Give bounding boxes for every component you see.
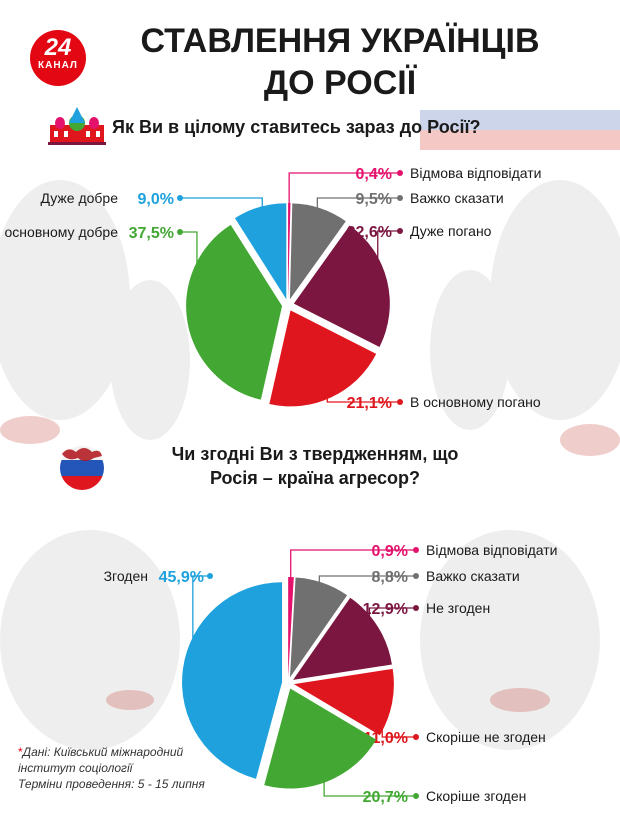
chart-2-leader-4 xyxy=(381,701,416,738)
chart-1-category-label-6: Дуже добре xyxy=(40,190,118,206)
chart-1-category-label-1: Відмова відповідати xyxy=(410,165,542,181)
chart-2-value-label-4: 11,0% xyxy=(364,730,408,747)
chart-1-slice-2 xyxy=(289,203,346,300)
chart-1-category-label-2: Важко сказати xyxy=(410,190,504,206)
chart-1-slice-5 xyxy=(186,224,283,400)
chart-1-leader-dot-3 xyxy=(397,228,403,234)
chart-2-leader-dot-3 xyxy=(413,605,419,611)
chart-2-leader-dot-4 xyxy=(413,734,419,740)
chart-2-slice-1 xyxy=(288,577,294,678)
chart-1-leader-dot-5 xyxy=(177,229,183,235)
chart-2-category-label-4: Скоріше не згоден xyxy=(426,729,546,745)
chart-2-leader-6 xyxy=(192,575,210,671)
chart-2-category-label-5: Скоріше згоден xyxy=(426,788,526,804)
chart-2-value-label-3: 12,9% xyxy=(363,601,408,618)
chart-2-category-label-2: Важко сказати xyxy=(426,568,520,584)
question-2-title: Чи згодні Ви з твердженням, що Росія – к… xyxy=(130,442,500,490)
chart-1-value-label-1: 0,4% xyxy=(356,166,392,183)
kremlin-icon xyxy=(48,107,106,145)
chart-1-leader-1 xyxy=(288,172,400,213)
chart-2-value-label-2: 8,8% xyxy=(372,569,408,586)
source-line-1: Дані: Київський міжнародний xyxy=(22,745,184,759)
question-1-title: Як Ви в цілому ставитесь зараз до Росії? xyxy=(112,117,481,137)
source-line-3: Терміни проведення: 5 - 15 липня xyxy=(18,777,205,791)
source-asterisk: * xyxy=(18,745,23,759)
chart-2-value-label-6: 45,9% xyxy=(159,569,204,586)
source-note: *Дані: Київський міжнародний інститут со… xyxy=(18,744,205,792)
chart-2-category-label-3: Не згоден xyxy=(426,600,490,616)
chart-1-slice-4 xyxy=(269,310,377,407)
chart-2-leader-dot-5 xyxy=(413,793,419,799)
chart-2-leader-dot-1 xyxy=(413,547,419,553)
logo-word: КАНАЛ xyxy=(38,60,78,71)
chart-1-category-label-4: В основному погано xyxy=(410,394,541,410)
chart-2-leader-2 xyxy=(318,575,416,593)
chart-1-leader-6 xyxy=(180,197,263,217)
chart-2-category-label-1: Відмова відповідати xyxy=(426,542,558,558)
chart-1-value-label-3: 22,6% xyxy=(347,224,392,241)
chart-1-leader-4 xyxy=(326,388,400,403)
title-line-1: СТАВЛЕННЯ УКРАЇНЦІВ xyxy=(140,22,540,60)
chart-2-slice-4 xyxy=(293,668,394,736)
page-title: СТАВЛЕННЯ УКРАЇНЦІВ ДО РОСІЇ xyxy=(110,20,570,104)
chart-1-value-label-6: 9,0% xyxy=(138,191,174,208)
chart-2-leader-3 xyxy=(368,607,416,633)
russia-flag-icon xyxy=(60,446,104,490)
chart-2-slice-3 xyxy=(293,597,392,680)
chart-1-leader-3 xyxy=(377,230,400,284)
chart-2-slice-5 xyxy=(264,688,377,789)
chart-1-leader-dot-1 xyxy=(397,170,403,176)
title-line-2: ДО РОСІЇ xyxy=(263,64,417,102)
chart-2-leader-dot-2 xyxy=(413,573,419,579)
chart-1-slice-3 xyxy=(293,225,390,347)
chart-1-leader-dot-4 xyxy=(397,399,403,405)
chart-2-slice-2 xyxy=(289,577,348,678)
chart-1-leader-dot-2 xyxy=(397,195,403,201)
chart-1-value-label-2: 9,5% xyxy=(356,191,392,208)
chart-1-slice-1 xyxy=(288,203,291,300)
chart-2-leader-dot-6 xyxy=(207,573,213,579)
chart-1-leader-5 xyxy=(180,231,198,321)
chart-1-value-label-4: 21,1% xyxy=(347,395,392,412)
chart-1-slice-6 xyxy=(234,203,287,300)
logo-number: 24 xyxy=(44,34,72,61)
chart-2-category-label-6: Згоден xyxy=(104,568,148,584)
chart-1-value-label-5: 37,5% xyxy=(129,225,174,242)
chart-2-slice-6 xyxy=(182,582,283,779)
chart-1-category-label-5: В основному добре xyxy=(0,224,118,240)
question-2-line-2: Росія – країна агресор? xyxy=(209,468,421,488)
chart-2-leader-1 xyxy=(290,549,416,588)
channel-24-logo: 24 КАНАЛ xyxy=(30,30,86,86)
question-2-line-1: Чи згодні Ви з твердженням, що xyxy=(171,444,459,464)
chart-2-leader-5 xyxy=(323,771,416,797)
chart-2-value-label-5: 20,7% xyxy=(363,789,408,806)
chart-1-category-label-3: Дуже погано xyxy=(410,223,492,239)
chart-1-leader-dot-6 xyxy=(177,195,183,201)
chart-2-value-label-1: 0,9% xyxy=(372,543,408,560)
chart-1-leader-2 xyxy=(316,197,400,218)
source-line-2: інститут соціології xyxy=(18,761,133,775)
